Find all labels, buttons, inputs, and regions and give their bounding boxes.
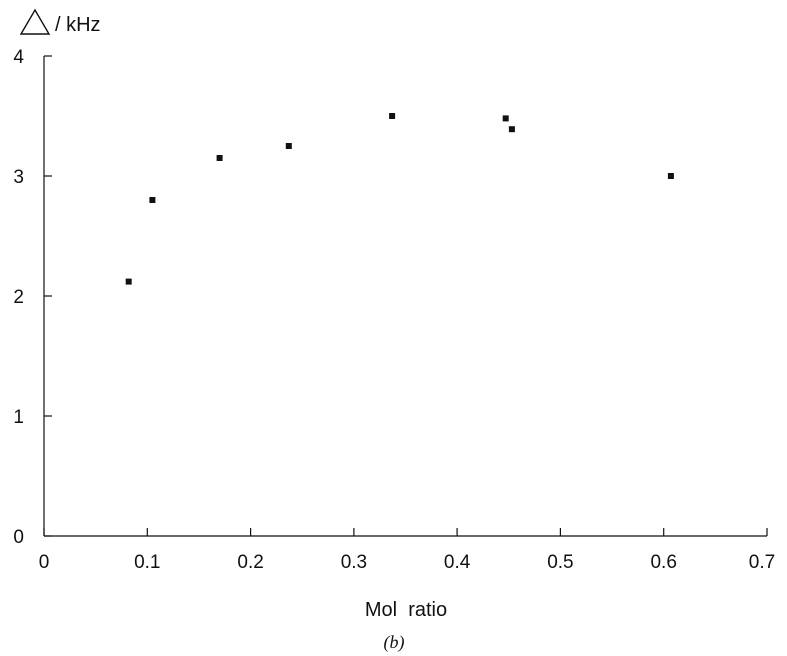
y-axis-ticks: 0 1 2 3 4 [13,47,52,548]
x-tick-label: 0.6 [650,552,676,573]
x-tick-label: 0.3 [341,552,367,573]
x-tick-label: 0.1 [134,552,160,573]
data-point [216,155,223,161]
data-point [502,115,509,122]
y-tick-label: 4 [13,47,24,68]
data-point [389,113,396,119]
y-tick-label: 3 [13,167,24,188]
data-point [285,143,292,149]
x-tick-label: 0.4 [444,552,471,573]
data-points [125,113,674,285]
x-axis-title: Mol ratio [365,599,447,621]
x-tick-label: 0 [39,552,50,573]
x-tick-label: 0.7 [749,552,775,573]
data-point [508,126,515,133]
data-point [667,173,674,179]
y-axis-title: / kHz [55,14,101,36]
y-tick-label: 1 [13,407,24,428]
y-tick-label: 2 [13,287,24,308]
x-axis-ticks: 0 0.1 0.2 0.3 0.4 0.5 0.6 0.7 [39,528,775,573]
figure-caption: (b) [384,632,405,653]
data-point [149,197,156,203]
x-tick-label: 0.5 [547,552,573,573]
data-point [125,278,132,285]
x-tick-label: 0.2 [237,552,263,573]
delta-symbol-icon [19,8,51,35]
y-tick-label: 0 [13,527,24,548]
